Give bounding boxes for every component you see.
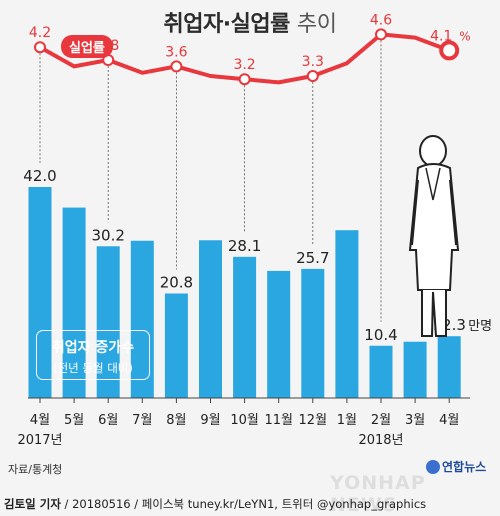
yonhap-logo: 연합뉴스	[426, 458, 486, 475]
year-label-1: 2018년	[358, 433, 403, 448]
x-tick-label-7: 11월	[264, 413, 293, 428]
chart-title: 취업자·실업률 추이	[0, 6, 500, 38]
x-tick-label-8: 12월	[299, 413, 328, 428]
bar-7	[267, 270, 291, 398]
bar-12	[437, 336, 461, 398]
bar-10	[369, 345, 393, 398]
rate-series-label: 실업률	[61, 35, 113, 58]
rate-point-4	[170, 60, 183, 73]
watermark: YONHAP NEWS	[330, 472, 426, 516]
rate-point-10	[375, 28, 387, 41]
logo-text: 연합뉴스	[442, 460, 487, 474]
x-tick-label-11: 3월	[405, 413, 425, 428]
globe-icon	[426, 460, 440, 474]
x-tick-label-1: 5월	[64, 413, 84, 428]
bar-series-legend: 취업자 증가수 (전년 동월 대비)	[36, 330, 150, 380]
axis-layer: 4월 5월 6월 7월 8월 9월 10월 11월 12월 1월 2월 3월 4월 2017년 2018년	[17, 397, 470, 448]
credit-author: 김토일 기자	[4, 497, 61, 511]
rate-point-12	[439, 40, 460, 61]
bar-11	[403, 341, 427, 398]
bar-label-6: 28.1	[228, 237, 261, 255]
bar-label-8: 25.7	[296, 249, 329, 267]
rate-label-8: 3.3	[302, 54, 324, 70]
bar-label-2: 30.2	[91, 226, 124, 244]
bar-8	[301, 268, 325, 398]
x-tick-label-0: 4월	[30, 413, 50, 428]
rate-unit-label: %	[459, 29, 470, 43]
bars-layer	[28, 187, 461, 398]
person-illustration	[408, 135, 460, 337]
x-tick-label-12: 4월	[439, 413, 459, 428]
title-sub: 추이	[297, 12, 337, 37]
rate-point-0	[34, 41, 46, 54]
bar-2	[96, 246, 120, 398]
x-tick-label-5: 9월	[200, 413, 220, 428]
year-label-0: 2017년	[17, 433, 62, 448]
rate-point-6	[238, 73, 251, 86]
x-tick-label-2: 6월	[98, 413, 118, 428]
rate-label-6: 3.2	[233, 57, 255, 73]
rate-label-0: 4.2	[29, 25, 51, 41]
bar-label-10: 10.4	[364, 326, 397, 344]
legend-line1: 취업자 증가수	[51, 340, 135, 356]
bar-5	[199, 240, 222, 398]
legend-line2: (전년 동월 대비)	[53, 361, 133, 375]
x-tick-label-9: 1월	[337, 413, 357, 428]
x-tick-label-3: 7월	[132, 413, 152, 428]
bar-6	[233, 256, 257, 398]
x-tick-label-10: 2월	[371, 413, 391, 428]
bar-1	[62, 207, 86, 398]
rate-point-8	[306, 70, 319, 82]
x-tick-label-6: 10월	[230, 413, 259, 428]
source-note: 자료/통계청	[8, 463, 63, 476]
title-main: 취업자·실업률	[163, 12, 291, 37]
bar-4	[164, 293, 188, 398]
x-tick-label-4: 8월	[166, 413, 186, 428]
rate-label-10: 4.6	[370, 12, 392, 28]
bar-0	[28, 187, 52, 398]
bar-unit-label: 만명	[468, 319, 492, 334]
bar-9	[335, 230, 359, 398]
credit-rest: / 20180516 / 페이스북 tuney.kr/LeYN1, 트위터 @y…	[60, 497, 427, 511]
rate-label-4: 3.6	[165, 44, 187, 60]
bar-label-0: 42.0	[23, 167, 56, 185]
bar-3	[130, 240, 154, 398]
rate-label-12: 4.1	[430, 28, 452, 44]
credit-line: 김토일 기자 / 20180516 / 페이스북 tuney.kr/LeYN1,…	[4, 496, 426, 512]
line-layer: 4.23.83.63.23.34.64.1%	[29, 12, 471, 322]
bar-label-4: 20.8	[160, 274, 193, 292]
